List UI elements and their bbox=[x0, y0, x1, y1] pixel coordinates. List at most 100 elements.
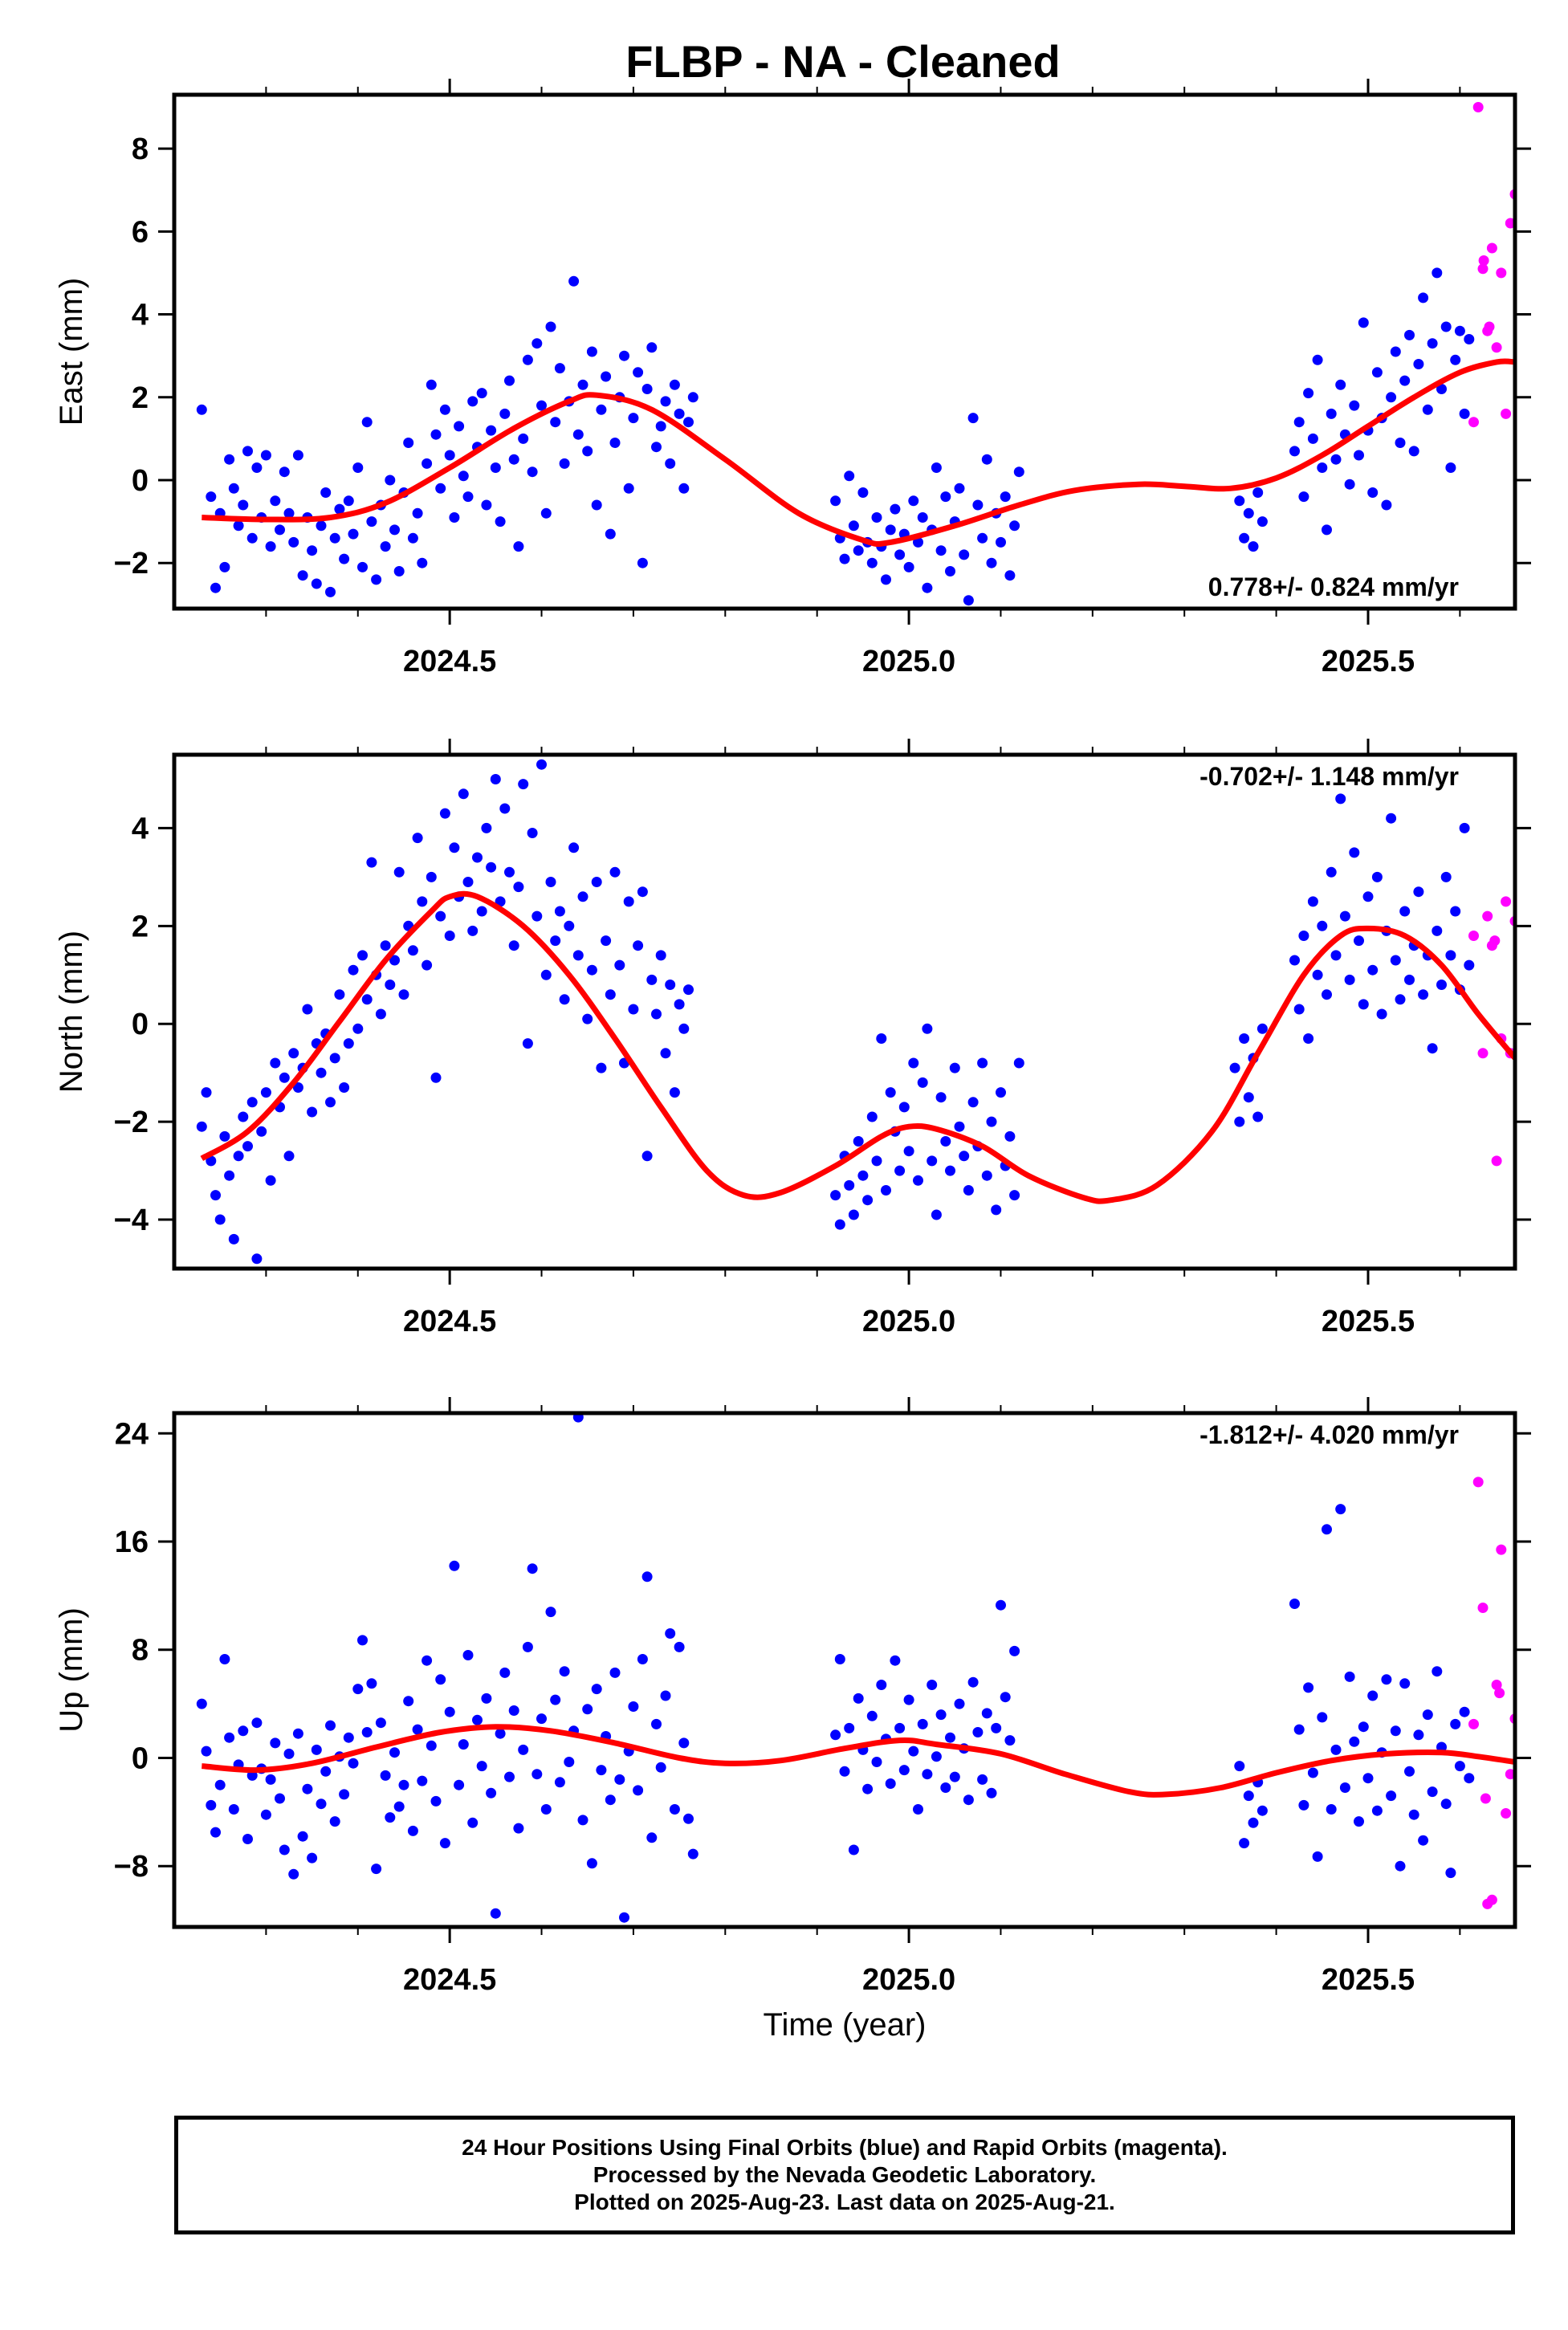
north-final-point bbox=[343, 1038, 354, 1049]
east-final-point bbox=[1349, 400, 1360, 411]
east-final-point bbox=[568, 275, 580, 287]
east-final-point bbox=[545, 321, 556, 332]
east-final-point bbox=[417, 557, 428, 568]
north-final-point bbox=[913, 1175, 923, 1186]
east-final-point bbox=[334, 503, 345, 515]
east-rapid-point bbox=[1478, 255, 1489, 266]
up-final-point bbox=[540, 1804, 552, 1815]
north-final-point bbox=[214, 1214, 226, 1225]
north-final-point bbox=[246, 1097, 258, 1108]
east-final-point bbox=[275, 524, 285, 536]
up-final-point bbox=[1312, 1851, 1323, 1862]
east-rapid-point bbox=[1501, 408, 1512, 419]
north-final-point bbox=[251, 1253, 263, 1265]
east-final-point bbox=[481, 499, 492, 511]
east-final-point bbox=[674, 408, 685, 419]
up-final-point bbox=[467, 1817, 479, 1828]
east-final-point bbox=[1404, 329, 1415, 340]
east-final-point bbox=[325, 586, 336, 597]
north-final-point bbox=[1326, 866, 1337, 878]
up-final-point bbox=[830, 1729, 841, 1741]
north-final-point bbox=[1243, 1092, 1254, 1103]
north-final-point bbox=[591, 877, 602, 887]
north-final-point bbox=[1335, 793, 1346, 805]
north-final-point bbox=[1298, 931, 1309, 941]
east-final-point bbox=[1303, 388, 1314, 399]
north-final-point bbox=[596, 1062, 607, 1073]
east-final-point bbox=[550, 417, 561, 428]
north-final-point bbox=[1289, 955, 1300, 966]
east-final-point bbox=[1464, 334, 1475, 344]
up-final-point bbox=[927, 1680, 938, 1690]
north-final-point bbox=[210, 1190, 221, 1201]
up-final-point bbox=[866, 1710, 878, 1721]
up-final-point bbox=[1326, 1804, 1337, 1815]
east-final-point bbox=[913, 536, 923, 548]
north-final-point bbox=[967, 1097, 979, 1108]
north-final-point bbox=[862, 1195, 874, 1206]
up-final-point bbox=[407, 1825, 418, 1836]
up-final-point bbox=[1330, 1744, 1342, 1755]
up-final-point bbox=[683, 1813, 694, 1824]
east-plot-frame bbox=[172, 92, 1517, 611]
up-rapid-point bbox=[1468, 1718, 1479, 1729]
north-rapid-point bbox=[1468, 931, 1479, 941]
north-final-point bbox=[954, 1121, 965, 1132]
north-final-point bbox=[577, 891, 589, 902]
up-final-point bbox=[890, 1655, 901, 1666]
east-final-point bbox=[1427, 338, 1438, 349]
north-final-point bbox=[1256, 1023, 1268, 1034]
east-final-point bbox=[522, 354, 533, 365]
east-final-point bbox=[586, 346, 597, 357]
up-rapid-point bbox=[1494, 1688, 1505, 1699]
up-final-point bbox=[439, 1838, 450, 1849]
north-final-point bbox=[601, 935, 612, 947]
east-final-point bbox=[329, 532, 340, 544]
up-x-tick-label: 2025.5 bbox=[1322, 1963, 1415, 1997]
north-final-point bbox=[959, 1151, 970, 1162]
up-final-point bbox=[894, 1722, 906, 1733]
up-final-point bbox=[531, 1769, 543, 1780]
north-final-point bbox=[481, 822, 492, 833]
east-x-tick-label: 2025.5 bbox=[1322, 645, 1415, 678]
up-final-point bbox=[504, 1771, 515, 1782]
east-final-point bbox=[361, 417, 373, 428]
up-final-point bbox=[371, 1864, 382, 1875]
x-axis-label: Time (year) bbox=[764, 2007, 927, 2043]
up-final-point bbox=[614, 1774, 625, 1785]
up-final-point bbox=[1367, 1690, 1379, 1701]
north-final-point bbox=[898, 1102, 910, 1113]
north-final-point bbox=[536, 759, 547, 770]
east-final-point bbox=[238, 499, 249, 511]
east-final-point bbox=[1289, 446, 1300, 457]
north-final-point bbox=[830, 1190, 841, 1201]
east-final-point bbox=[623, 483, 634, 494]
up-final-point bbox=[991, 1722, 1002, 1733]
up-final-point bbox=[1349, 1736, 1360, 1747]
up-final-point bbox=[201, 1745, 212, 1757]
north-x-tick-label: 2025.0 bbox=[862, 1305, 955, 1338]
north-final-point bbox=[848, 1209, 859, 1220]
north-final-point bbox=[224, 1170, 235, 1181]
north-final-point bbox=[853, 1136, 864, 1147]
north-final-point bbox=[467, 925, 479, 936]
up-final-point bbox=[458, 1739, 469, 1750]
up-final-point bbox=[238, 1725, 249, 1737]
north-final-point bbox=[609, 866, 621, 878]
north-rate-label: -0.702+/- 1.148 mm/yr bbox=[1199, 762, 1459, 791]
north-final-point bbox=[1376, 1008, 1387, 1020]
east-final-point bbox=[655, 421, 666, 432]
up-final-point bbox=[641, 1571, 653, 1583]
north-final-point bbox=[540, 969, 552, 980]
north-final-point bbox=[260, 1087, 271, 1098]
up-final-point bbox=[513, 1823, 524, 1834]
north-final-point bbox=[834, 1219, 845, 1230]
east-x-tick-label: 2024.5 bbox=[403, 645, 496, 678]
east-model-curve bbox=[202, 358, 1515, 548]
east-final-point bbox=[986, 557, 997, 568]
north-y-tick-label: 0 bbox=[132, 1008, 149, 1041]
up-rapid-point bbox=[1472, 1477, 1484, 1488]
up-final-point bbox=[1239, 1838, 1250, 1849]
east-final-point bbox=[251, 462, 263, 473]
east-final-point bbox=[462, 491, 474, 503]
